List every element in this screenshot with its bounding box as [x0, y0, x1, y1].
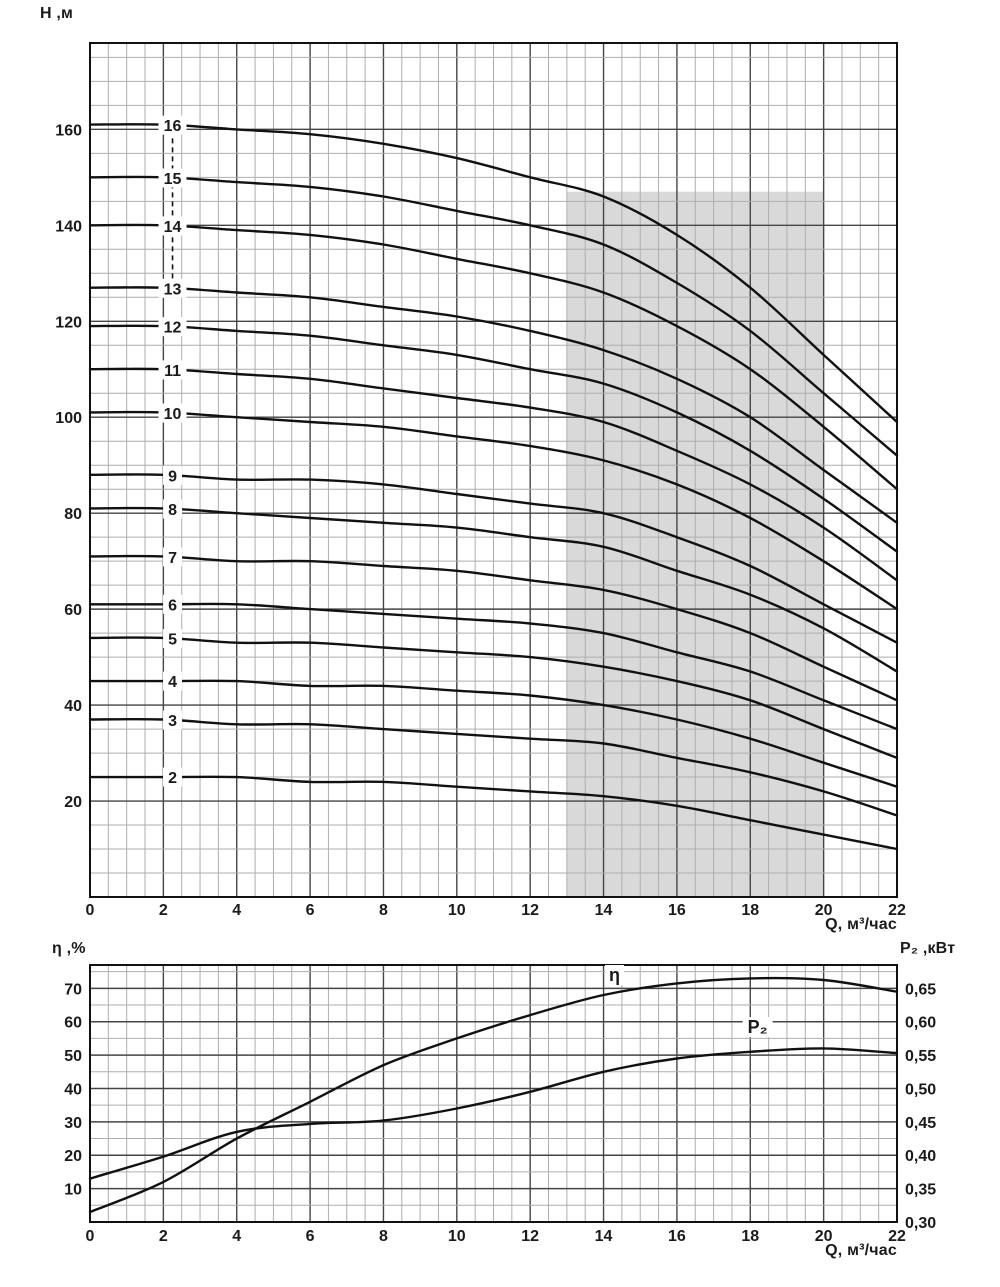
svg-text:0: 0	[86, 902, 95, 919]
svg-text:8: 8	[379, 1228, 388, 1245]
svg-text:10: 10	[448, 902, 466, 919]
svg-text:120: 120	[55, 314, 82, 331]
svg-text:70: 70	[64, 981, 82, 998]
svg-text:16: 16	[668, 902, 686, 919]
svg-text:15: 15	[164, 171, 182, 188]
efficiency-axis-title: η ,%	[52, 940, 86, 957]
svg-text:0,35: 0,35	[905, 1182, 936, 1199]
svg-text:P₂: P₂	[748, 1017, 768, 1037]
svg-text:5: 5	[168, 632, 177, 649]
svg-text:9: 9	[168, 468, 177, 485]
svg-text:0,50: 0,50	[905, 1081, 936, 1098]
svg-text:14: 14	[164, 219, 182, 236]
svg-text:50: 50	[64, 1048, 82, 1065]
svg-text:160: 160	[55, 122, 82, 139]
svg-text:2: 2	[159, 902, 168, 919]
svg-text:20: 20	[815, 902, 833, 919]
svg-text:10: 10	[64, 1182, 82, 1199]
svg-text:8: 8	[168, 502, 177, 519]
svg-text:4: 4	[168, 674, 177, 691]
svg-text:0,40: 0,40	[905, 1148, 936, 1165]
svg-text:18: 18	[741, 1228, 759, 1245]
svg-text:100: 100	[55, 410, 82, 427]
svg-text:4: 4	[232, 1228, 241, 1245]
svg-text:14: 14	[595, 1228, 613, 1245]
svg-text:80: 80	[64, 506, 82, 523]
svg-text:30: 30	[64, 1115, 82, 1132]
svg-text:40: 40	[64, 1081, 82, 1098]
svg-text:20: 20	[815, 1228, 833, 1245]
svg-text:20: 20	[64, 1148, 82, 1165]
svg-text:22: 22	[888, 1228, 906, 1245]
svg-text:12: 12	[521, 1228, 539, 1245]
svg-text:0: 0	[86, 1228, 95, 1245]
svg-text:18: 18	[741, 902, 759, 919]
svg-text:8: 8	[379, 902, 388, 919]
svg-text:η: η	[609, 965, 620, 985]
svg-text:14: 14	[595, 902, 613, 919]
head-axis-title: H ,м	[40, 5, 74, 22]
svg-text:6: 6	[306, 1228, 315, 1245]
svg-text:0,30: 0,30	[905, 1215, 936, 1232]
svg-text:10: 10	[448, 1228, 466, 1245]
svg-text:13: 13	[164, 281, 182, 298]
svg-text:3: 3	[168, 713, 177, 730]
svg-text:11: 11	[164, 363, 181, 380]
svg-text:6: 6	[306, 902, 315, 919]
svg-text:2: 2	[159, 1228, 168, 1245]
power-axis-title: P₂ ,кВт	[900, 940, 956, 957]
svg-text:140: 140	[55, 218, 82, 235]
svg-text:16: 16	[668, 1228, 686, 1245]
svg-text:20: 20	[64, 794, 82, 811]
svg-text:0,55: 0,55	[905, 1048, 936, 1065]
svg-text:40: 40	[64, 698, 82, 715]
svg-text:2: 2	[168, 770, 177, 787]
svg-text:0,60: 0,60	[905, 1015, 936, 1032]
flow-axis-title-top: Q, м³/час	[825, 916, 897, 933]
svg-text:7: 7	[168, 550, 177, 567]
svg-text:6: 6	[168, 597, 177, 614]
svg-text:22: 22	[888, 902, 906, 919]
svg-text:16: 16	[164, 118, 182, 135]
svg-text:4: 4	[232, 902, 241, 919]
svg-text:0,65: 0,65	[905, 981, 936, 998]
svg-text:12: 12	[521, 902, 539, 919]
svg-text:0,45: 0,45	[905, 1115, 936, 1132]
flow-axis-title-bottom: Q, м³/час	[825, 1242, 897, 1259]
svg-text:10: 10	[164, 406, 182, 423]
svg-text:12: 12	[164, 320, 182, 337]
svg-text:60: 60	[64, 1015, 82, 1032]
svg-text:60: 60	[64, 602, 82, 619]
